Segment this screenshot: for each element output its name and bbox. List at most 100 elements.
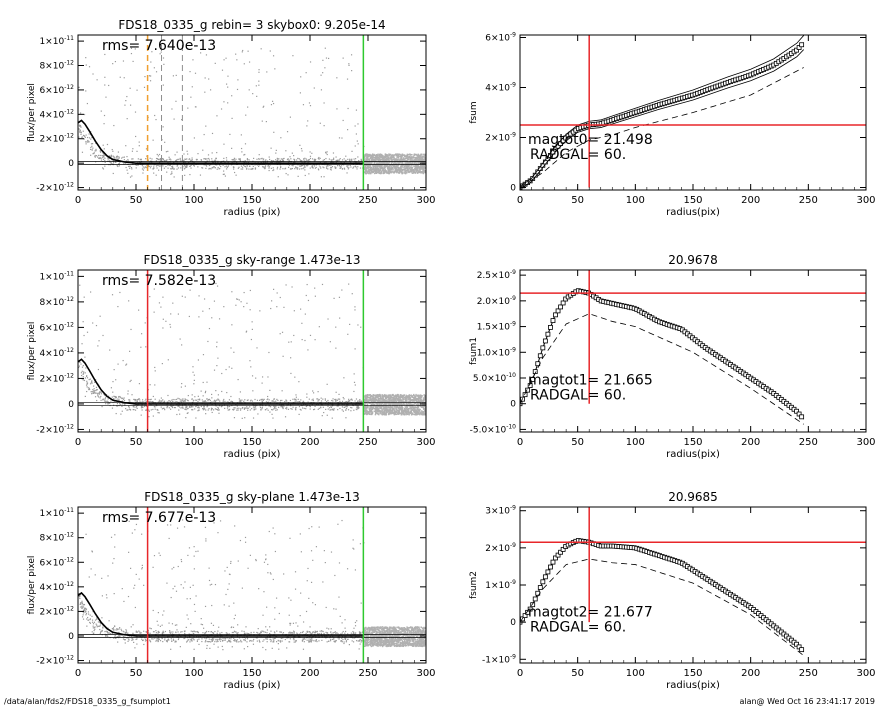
sky-point bbox=[381, 400, 383, 403]
sky-point bbox=[394, 158, 396, 160]
outlier-point bbox=[172, 75, 174, 77]
sky-point bbox=[393, 167, 395, 169]
sky-point bbox=[400, 155, 402, 158]
sky-point bbox=[375, 169, 377, 172]
sky-point bbox=[367, 166, 369, 168]
scatter-point bbox=[117, 158, 120, 160]
sky-point bbox=[367, 393, 369, 396]
outlier-point bbox=[276, 306, 278, 308]
scatter-point bbox=[243, 407, 246, 409]
scatter-point bbox=[282, 168, 284, 170]
outlier-point bbox=[336, 108, 338, 110]
scatter-point bbox=[358, 407, 360, 409]
outlier-point bbox=[225, 83, 228, 85]
outlier-point bbox=[311, 152, 313, 154]
sky-point bbox=[367, 411, 369, 413]
sky-point bbox=[381, 166, 384, 168]
sky-point bbox=[390, 154, 392, 157]
scatter-point bbox=[348, 400, 350, 402]
sky-point bbox=[382, 408, 385, 410]
scatter-point bbox=[337, 409, 339, 411]
scatter-point bbox=[309, 151, 311, 153]
scatter-point bbox=[214, 161, 217, 163]
sky-point bbox=[389, 395, 391, 398]
scatter-point bbox=[327, 165, 329, 167]
scatter-point bbox=[349, 400, 351, 402]
scatter-point bbox=[222, 164, 224, 166]
sky-point bbox=[390, 398, 392, 401]
growth-marker bbox=[796, 45, 802, 50]
sky-point bbox=[415, 404, 418, 406]
scatter-point bbox=[303, 165, 306, 167]
sky-point bbox=[415, 170, 418, 172]
sky-point bbox=[414, 411, 417, 413]
scatter-point bbox=[347, 158, 349, 160]
scatter-point bbox=[338, 402, 340, 404]
outlier-point bbox=[236, 298, 238, 300]
scatter-point bbox=[110, 387, 113, 389]
outlier-point bbox=[237, 378, 239, 381]
sky-points bbox=[363, 153, 426, 175]
scatter-point bbox=[89, 383, 92, 385]
scatter-point bbox=[223, 157, 225, 160]
scatter-point bbox=[324, 399, 326, 401]
scatter-point bbox=[141, 168, 144, 170]
outlier-point bbox=[119, 76, 121, 78]
scatter-point bbox=[203, 400, 205, 402]
scatter-point bbox=[210, 407, 213, 409]
scatter-point bbox=[198, 409, 200, 411]
outlier-point bbox=[104, 76, 106, 78]
scatter-point bbox=[306, 159, 308, 161]
sky-point bbox=[375, 402, 378, 405]
outlier-point bbox=[215, 390, 217, 392]
sky-point bbox=[415, 395, 417, 397]
sky-point bbox=[409, 397, 412, 399]
scatter-point bbox=[298, 158, 300, 160]
outlier-point bbox=[347, 129, 349, 131]
scatter-point bbox=[270, 159, 273, 162]
scatter-point bbox=[283, 157, 285, 160]
sky-point bbox=[424, 160, 426, 162]
scatter-point bbox=[190, 160, 192, 162]
scatter-point bbox=[183, 165, 186, 167]
scatter-point bbox=[103, 154, 105, 157]
outlier-point bbox=[155, 118, 157, 121]
scatter-point bbox=[345, 406, 347, 408]
outlier-point bbox=[314, 295, 316, 297]
scatter-point bbox=[238, 158, 240, 160]
sky-point bbox=[385, 403, 388, 405]
outlier-point bbox=[184, 385, 186, 387]
sky-point bbox=[407, 169, 409, 171]
scatter-point bbox=[334, 166, 337, 168]
sky-point bbox=[422, 171, 425, 174]
scatter-point bbox=[247, 158, 249, 161]
scatter-point bbox=[132, 408, 134, 411]
scatter-point bbox=[357, 156, 359, 158]
scatter-point bbox=[276, 160, 278, 162]
sky-point bbox=[406, 166, 409, 169]
sky-point bbox=[413, 170, 416, 172]
sky-point bbox=[407, 399, 409, 401]
scatter-point bbox=[303, 402, 305, 404]
scatter-point bbox=[233, 166, 235, 168]
outlier-point bbox=[249, 360, 251, 362]
scatter-point bbox=[267, 409, 269, 411]
scatter-point bbox=[218, 168, 220, 170]
outlier-point bbox=[151, 51, 153, 53]
scatter-point bbox=[104, 399, 106, 401]
scatter-point bbox=[211, 408, 213, 410]
scatter-point bbox=[350, 410, 352, 412]
scatter-point bbox=[317, 398, 319, 400]
outlier-point bbox=[181, 344, 183, 346]
scatter-point bbox=[145, 409, 147, 411]
sky-point bbox=[388, 402, 390, 405]
scatter-point bbox=[274, 401, 276, 403]
scatter-point bbox=[332, 398, 334, 400]
sky-point bbox=[398, 158, 400, 160]
scatter-point bbox=[85, 384, 88, 386]
sky-point bbox=[422, 168, 424, 171]
scatter-point bbox=[286, 408, 288, 410]
sky-point bbox=[396, 398, 399, 401]
sky-point bbox=[405, 398, 407, 401]
scatter-point bbox=[341, 159, 344, 161]
